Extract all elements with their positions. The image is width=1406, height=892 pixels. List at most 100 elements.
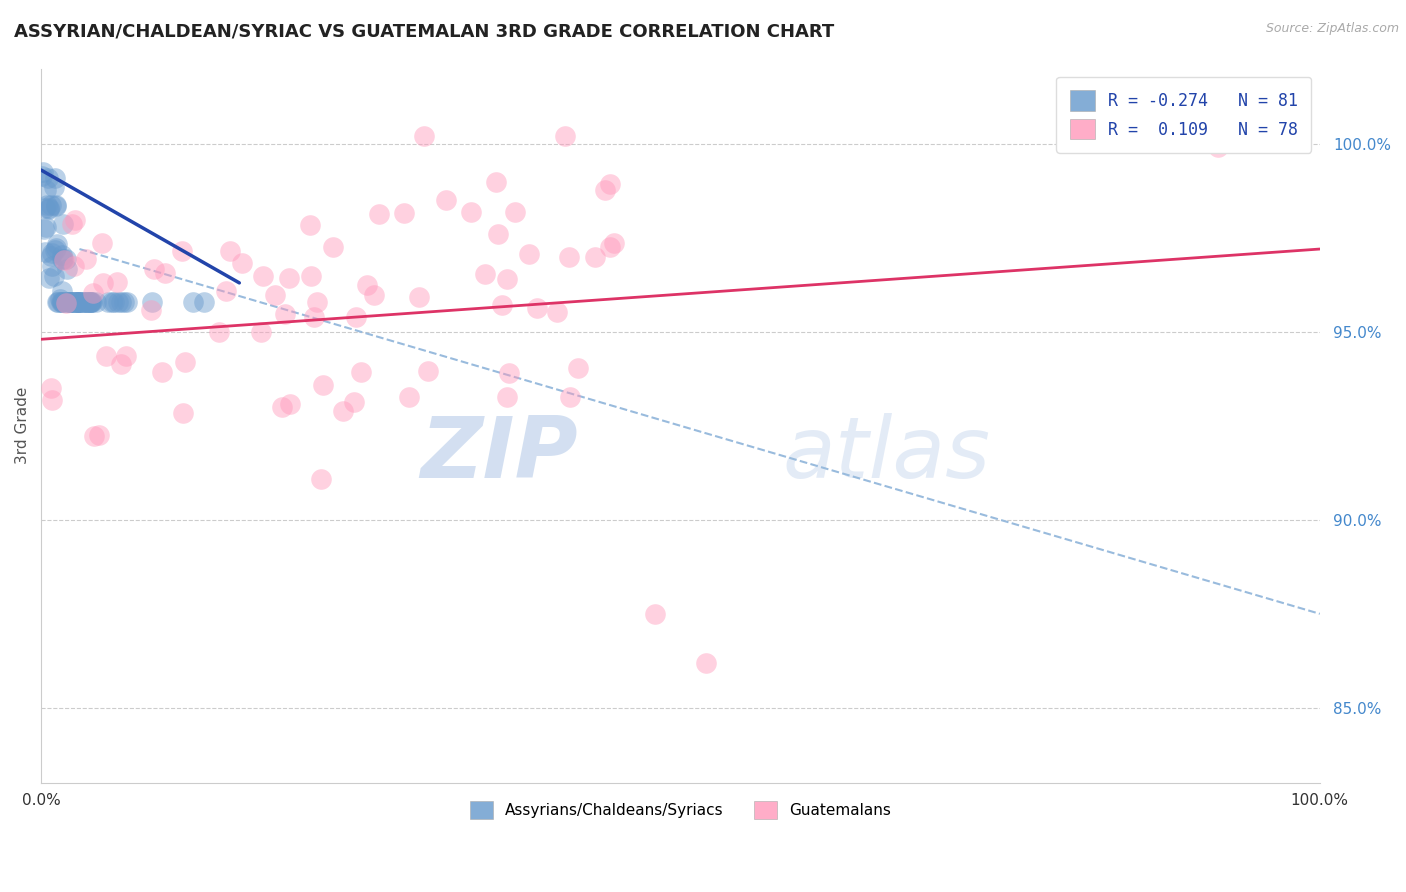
- Point: [35, 219, 58, 234]
- Point: [45, 199, 67, 213]
- Point: [72, 294, 94, 309]
- Point: [58, 294, 80, 309]
- Point: [80, 294, 103, 309]
- Point: [112, 294, 135, 309]
- Point: [35, 183, 58, 197]
- Point: [150, 365, 173, 379]
- Point: [491, 297, 513, 311]
- Point: [110, 294, 132, 309]
- Point: [172, 244, 194, 259]
- Point: [67, 294, 90, 309]
- Point: [34, 222, 56, 236]
- Point: [498, 366, 520, 380]
- Point: [263, 287, 285, 301]
- Point: [45, 241, 67, 255]
- Point: [79, 294, 101, 309]
- Point: [38, 201, 60, 215]
- Point: [408, 290, 430, 304]
- Point: [56, 261, 79, 276]
- Point: [496, 272, 519, 286]
- Point: [55, 252, 77, 267]
- Point: [97, 294, 120, 309]
- Point: [139, 302, 162, 317]
- Point: [416, 364, 439, 378]
- Point: [52, 217, 75, 231]
- Point: [69, 294, 91, 309]
- Point: [67, 294, 90, 309]
- Point: [172, 406, 194, 420]
- Point: [76, 294, 98, 309]
- Point: [39, 198, 62, 212]
- Point: [44, 268, 66, 283]
- Point: [392, 206, 415, 220]
- Point: [599, 177, 621, 191]
- Point: [82, 286, 104, 301]
- Point: [75, 294, 97, 309]
- Point: [181, 294, 204, 309]
- Point: [51, 284, 73, 298]
- Point: [42, 179, 65, 194]
- Point: [49, 292, 72, 306]
- Point: [73, 294, 96, 309]
- Point: [215, 285, 238, 299]
- Point: [63, 294, 86, 309]
- Point: [219, 244, 242, 259]
- Point: [49, 294, 72, 309]
- Point: [595, 183, 617, 197]
- Point: [51, 294, 73, 309]
- Point: [52, 294, 75, 309]
- Point: [76, 294, 98, 309]
- Point: [567, 360, 589, 375]
- Point: [474, 267, 496, 281]
- Point: [695, 656, 717, 670]
- Point: [526, 301, 548, 316]
- Point: [37, 170, 59, 185]
- Point: [79, 294, 101, 309]
- Point: [34, 244, 56, 259]
- Point: [86, 294, 108, 309]
- Point: [115, 294, 138, 309]
- Point: [546, 305, 568, 319]
- Point: [644, 607, 666, 621]
- Point: [45, 198, 67, 212]
- Point: [486, 227, 509, 241]
- Point: [142, 261, 165, 276]
- Point: [79, 294, 101, 309]
- Point: [105, 275, 128, 289]
- Point: [231, 256, 253, 270]
- Point: [79, 294, 101, 309]
- Point: [53, 253, 76, 268]
- Point: [517, 247, 540, 261]
- Point: [37, 198, 59, 212]
- Point: [41, 393, 63, 408]
- Text: Source: ZipAtlas.com: Source: ZipAtlas.com: [1265, 22, 1399, 36]
- Point: [299, 268, 322, 283]
- Point: [89, 427, 111, 442]
- Point: [55, 296, 77, 310]
- Point: [73, 294, 96, 309]
- Point: [38, 270, 60, 285]
- Point: [356, 278, 378, 293]
- Point: [44, 171, 66, 186]
- Point: [250, 326, 273, 340]
- Point: [1206, 140, 1229, 154]
- Point: [60, 294, 83, 309]
- Point: [59, 294, 82, 309]
- Point: [270, 401, 292, 415]
- Point: [558, 390, 581, 404]
- Point: [51, 294, 73, 309]
- Point: [41, 260, 63, 274]
- Point: [344, 310, 367, 324]
- Point: [66, 294, 89, 309]
- Point: [46, 236, 69, 251]
- Point: [599, 240, 621, 254]
- Point: [496, 390, 519, 404]
- Point: [67, 294, 90, 309]
- Point: [208, 325, 231, 339]
- Point: [44, 243, 66, 257]
- Point: [193, 294, 215, 309]
- Text: atlas: atlas: [783, 413, 991, 496]
- Point: [32, 165, 55, 179]
- Point: [434, 193, 457, 207]
- Point: [299, 218, 322, 232]
